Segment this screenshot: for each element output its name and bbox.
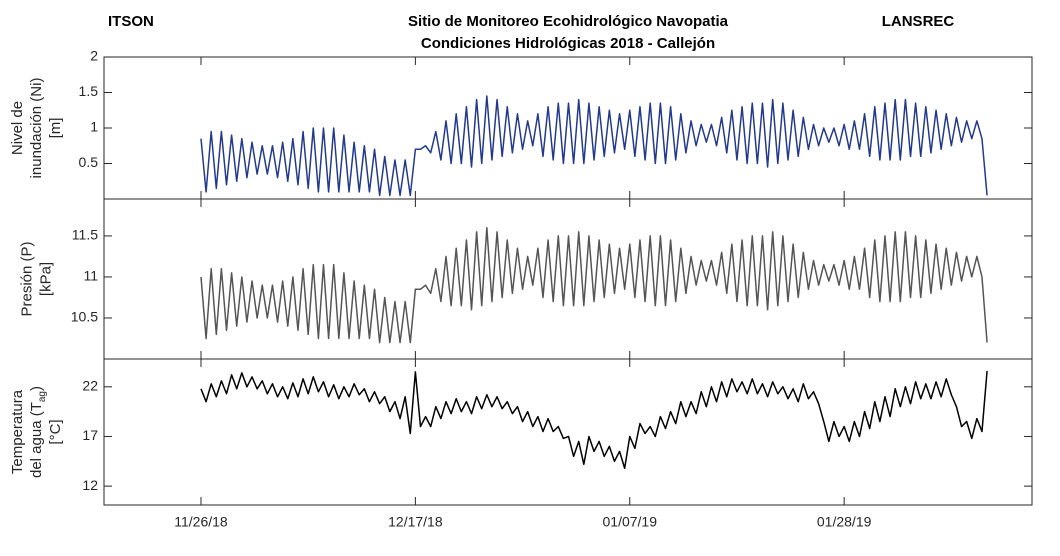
x-tick-label: 12/17/18 [388,514,443,530]
y-axis-label-text: inundación (Ni) [28,78,45,179]
x-tick-label: 01/28/19 [817,514,872,530]
y-axis-label: Temperatura [9,389,26,474]
data-line [200,370,988,469]
y-axis-label: [m] [47,118,64,139]
data-line [200,95,988,197]
right-label: LANSREC [882,13,955,30]
y-axis-label: del agua (Tag) [28,386,48,478]
y-axis-label: Presión (P) [18,241,35,316]
y-axis-label-text: [°C] [47,419,64,444]
chart-title: Sitio de Monitoreo Ecohidrológico Navopa… [408,13,729,30]
x-tick-label: 11/26/18 [174,514,228,530]
y-axis-label: Nivel de [9,101,26,155]
chart-subtitle: Condiciones Hidrológicas 2018 - Callejón [421,35,715,52]
y-tick-label: 1 [90,119,98,135]
y-axis-label-text: Nivel de [9,101,26,155]
y-axis-label: [kPa] [37,262,54,296]
y-axis-label-text: ) [28,386,45,391]
y-tick-label: 11.5 [72,227,98,243]
y-axis-label: [°C] [47,419,64,444]
y-tick-label: 1.5 [79,83,99,99]
y-tick-label: 0.5 [79,154,99,170]
left-label: ITSON [108,13,154,30]
y-axis-label-text: [kPa] [37,262,54,296]
y-tick-label: 17 [82,427,98,443]
x-tick-label: 01/07/19 [603,514,658,530]
data-line [200,226,988,344]
y-axis-label-text: Presión (P) [18,241,35,316]
y-tick-label: 10.5 [71,309,98,325]
y-axis-label-text: [m] [47,118,64,139]
y-axis-label-text: del agua (T [28,402,45,478]
y-tick-label: 22 [82,378,98,394]
panel-frame [103,358,1033,506]
y-axis-label-text: Temperatura [9,389,26,474]
y-tick-label: 12 [82,477,98,493]
y-tick-label: 11 [83,268,98,284]
y-axis-label-subscript: ag [37,391,48,402]
y-axis-label: inundación (Ni) [28,78,45,179]
y-tick-label: 2 [90,48,98,64]
